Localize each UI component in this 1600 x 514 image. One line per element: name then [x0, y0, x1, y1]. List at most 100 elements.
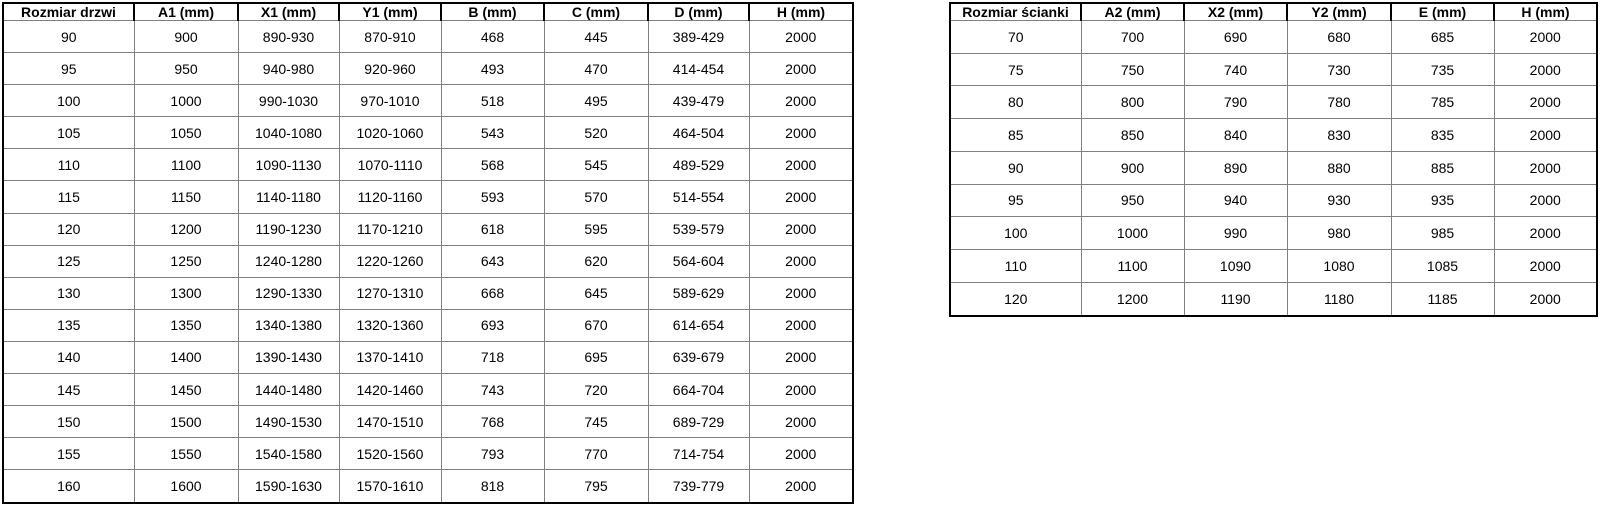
table-cell: 2000	[748, 19, 854, 54]
table-cell: 714-754	[647, 437, 750, 471]
table-cell: 1070-1110	[338, 148, 442, 182]
table-cell: 2000	[748, 52, 854, 86]
table-cell: 2000	[748, 340, 854, 375]
table-cell: 1250	[133, 244, 239, 278]
table-cell: 689-729	[647, 405, 750, 439]
table-cell: 885	[1390, 150, 1495, 185]
table-cell: 514-554	[647, 180, 750, 214]
table-cell: 2000	[748, 373, 854, 407]
header-row: Rozmiar drzwi A1 (mm) X1 (mm) Y1 (mm) B (mm)…	[2, 2, 854, 21]
table-cell: 414-454	[647, 52, 750, 86]
table-row: 115 1150 1140-1180 1120-1160 593 570 514-554 20…	[2, 180, 854, 214]
table-cell: 1080	[1286, 249, 1392, 283]
table-cell: 95	[949, 183, 1082, 218]
table-cell: 739-779	[647, 469, 750, 504]
table-row: 120 1200 1190 1180 1185 2000	[949, 281, 1598, 317]
table-cell: 570	[543, 180, 649, 214]
table-cell: 80	[949, 85, 1082, 120]
table-cell: 70	[949, 20, 1082, 54]
table-cell: 1000	[133, 84, 239, 118]
table-cell: 90	[949, 150, 1082, 185]
table-cell: 1390-1430	[237, 340, 340, 375]
table-cell: 1320-1360	[338, 308, 442, 342]
table-cell: 489-529	[647, 148, 750, 182]
table-cell: 1200	[133, 212, 239, 246]
table-cell: 1085	[1390, 249, 1495, 283]
table-cell: 543	[440, 116, 545, 150]
table-row: 85 850 840 830 835 2000	[949, 118, 1598, 152]
table-cell: 614-654	[647, 308, 750, 342]
column-header: C (mm)	[543, 2, 649, 21]
table-cell: 685	[1390, 20, 1495, 54]
table-cell: 445	[543, 19, 649, 54]
table-cell: 750	[1080, 52, 1185, 87]
table-cell: 780	[1286, 85, 1392, 120]
table-cell: 1440-1480	[237, 373, 340, 407]
table-cell: 620	[543, 244, 649, 278]
table-cell: 645	[543, 276, 649, 310]
table-cell: 150	[2, 405, 135, 439]
table-cell: 1170-1210	[338, 212, 442, 246]
table-cell: 595	[543, 212, 649, 246]
table-cell: 1140-1180	[237, 180, 340, 214]
table-cell: 160	[2, 469, 135, 504]
table-row: 120 1200 1190-1230 1170-1210 618 595 539-579 20…	[2, 212, 854, 246]
table-cell: 693	[440, 308, 545, 342]
table-cell: 768	[440, 405, 545, 439]
table-cell: 1220-1260	[338, 244, 442, 278]
table-cell: 593	[440, 180, 545, 214]
table-cell: 880	[1286, 150, 1392, 185]
table-cell: 1150	[133, 180, 239, 214]
table-cell: 2000	[748, 469, 854, 504]
table-cell: 935	[1390, 183, 1495, 218]
table-cell: 1540-1580	[237, 437, 340, 471]
table-cell: 735	[1390, 52, 1495, 87]
table-row: 160 1600 1590-1630 1570-1610 818 795 739-779 20…	[2, 469, 854, 504]
table-cell: 389-429	[647, 19, 750, 54]
table-cell: 950	[133, 52, 239, 86]
table-cell: 2000	[748, 405, 854, 439]
column-header: Rozmiar ścianki	[949, 2, 1082, 21]
table-cell: 2000	[748, 437, 854, 471]
table-row: 100 1000 990 980 985 2000	[949, 216, 1598, 251]
table-cell: 568	[440, 148, 545, 182]
table-row: 90 900 890 880 885 2000	[949, 150, 1598, 185]
table-cell: 120	[2, 212, 135, 246]
table-cell: 680	[1286, 20, 1392, 54]
table-row: 70 700 690 680 685 2000	[949, 20, 1598, 54]
table-cell: 890-930	[237, 19, 340, 54]
table-row: 95 950 940 930 935 2000	[949, 183, 1598, 218]
column-header: E (mm)	[1390, 2, 1495, 21]
column-header: H (mm)	[1493, 2, 1598, 21]
table-cell: 940-980	[237, 52, 340, 86]
table-cell: 618	[440, 212, 545, 246]
table-cell: 1590-1630	[237, 469, 340, 504]
table-cell: 2000	[1493, 52, 1598, 87]
table-cell: 518	[440, 84, 545, 118]
table-cell: 2000	[748, 180, 854, 214]
table-cell: 468	[440, 19, 545, 54]
table-cell: 670	[543, 308, 649, 342]
table-cell: 793	[440, 437, 545, 471]
table-cell: 850	[1080, 118, 1185, 152]
table-cell: 1290-1330	[237, 276, 340, 310]
table-cell: 493	[440, 52, 545, 86]
table-cell: 1470-1510	[338, 405, 442, 439]
table-cell: 470	[543, 52, 649, 86]
table-row: 110 1100 1090-1130 1070-1110 568 545 489-529 20…	[2, 148, 854, 182]
table-cell: 990-1030	[237, 84, 340, 118]
table-cell: 1600	[133, 469, 239, 504]
table-cell: 970-1010	[338, 84, 442, 118]
table-cell: 1120-1160	[338, 180, 442, 214]
table-cell: 589-629	[647, 276, 750, 310]
table-row: 110 1100 1090 1080 1085 2000	[949, 249, 1598, 283]
column-header: D (mm)	[647, 2, 750, 21]
table-cell: 664-704	[647, 373, 750, 407]
table-cell: 1420-1460	[338, 373, 442, 407]
table-row: 95 950 940-980 920-960 493 470 414-454 2000	[2, 52, 854, 86]
table-cell: 1090	[1183, 249, 1288, 283]
table-cell: 720	[543, 373, 649, 407]
table-cell: 545	[543, 148, 649, 182]
table-cell: 2000	[748, 276, 854, 310]
